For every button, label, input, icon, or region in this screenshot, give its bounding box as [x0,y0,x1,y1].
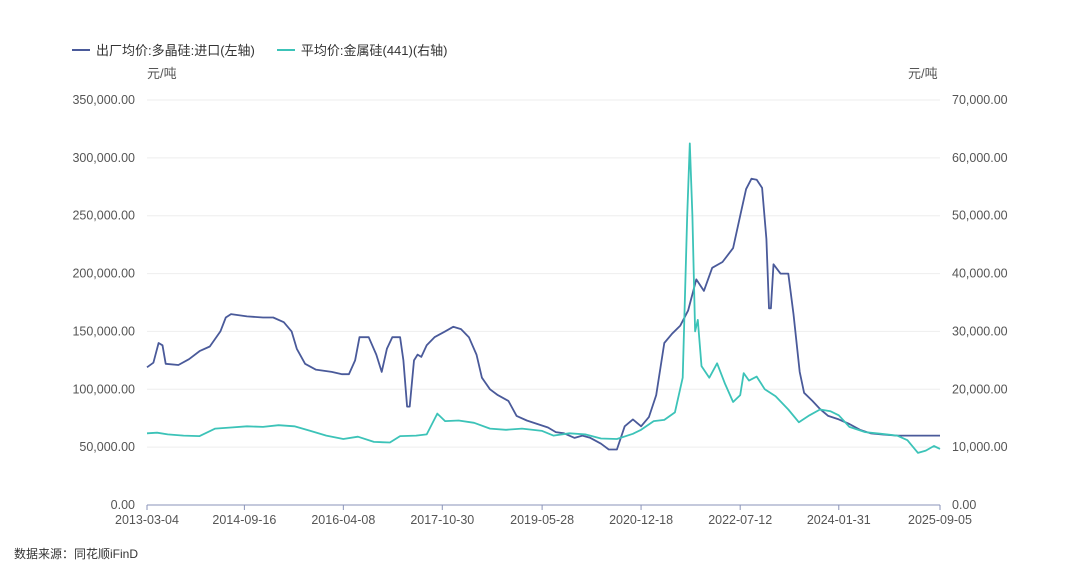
x-tick-label: 2019-05-28 [510,513,574,527]
legend-swatch-series2 [276,48,295,51]
y-left-tick-label: 0.00 [111,498,135,512]
right-axis-unit: 元/吨 [908,66,938,81]
data-source-note: 数据来源：同花顺iFinD [14,547,139,561]
y-right-tick-label: 10,000.00 [952,440,1008,454]
x-tick-label: 2016-04-08 [311,513,375,527]
y-left-tick-label: 150,000.00 [72,324,135,338]
legend-label-series2: 平均价:金属硅(441)(右轴) [300,43,448,58]
x-tick-label: 2014-09-16 [212,513,276,527]
y-right-tick-label: 20,000.00 [952,382,1008,396]
y-left-tick-label: 250,000.00 [72,209,135,223]
x-tick-label: 2024-01-31 [807,513,871,527]
y-right-tick-label: 60,000.00 [952,151,1008,165]
x-tick-label: 2020-12-18 [609,513,673,527]
y-right-tick-label: 50,000.00 [952,209,1008,223]
y-left-tick-label: 300,000.00 [72,151,135,165]
y-right-tick-label: 40,000.00 [952,267,1008,281]
y-left-tick-label: 100,000.00 [72,382,135,396]
series-line-metal-silicon [146,142,941,454]
legend-swatch-series1 [72,48,90,51]
x-tick-label: 2013-03-04 [115,513,179,527]
y-left-tick-label: 50,000.00 [79,440,135,454]
legend-item-series1[interactable]: 出厂均价:多晶硅:进口(左轴) [72,40,255,59]
left-axis-unit: 元/吨 [147,66,177,81]
y-left-tick-label: 350,000.00 [72,93,135,107]
series-line-polysilicon [146,177,940,451]
y-left-tick-label: 200,000.00 [72,267,135,281]
y-right-tick-label: 0.00 [952,498,976,512]
legend-item-series2[interactable]: 平均价:金属硅(441)(右轴) [276,40,448,59]
legend-label-series1: 出厂均价:多晶硅:进口(左轴) [96,43,255,58]
chart-legend: 出厂均价:多晶硅:进口(左轴) 平均价:金属硅(441)(右轴) [72,40,448,59]
y-right-tick-label: 70,000.00 [952,93,1008,107]
x-tick-label: 2017-10-30 [410,513,474,527]
x-tick-label: 2022-07-12 [708,513,772,527]
x-tick-label: 2025-09-05 [908,513,972,527]
y-right-tick-label: 30,000.00 [952,324,1008,338]
